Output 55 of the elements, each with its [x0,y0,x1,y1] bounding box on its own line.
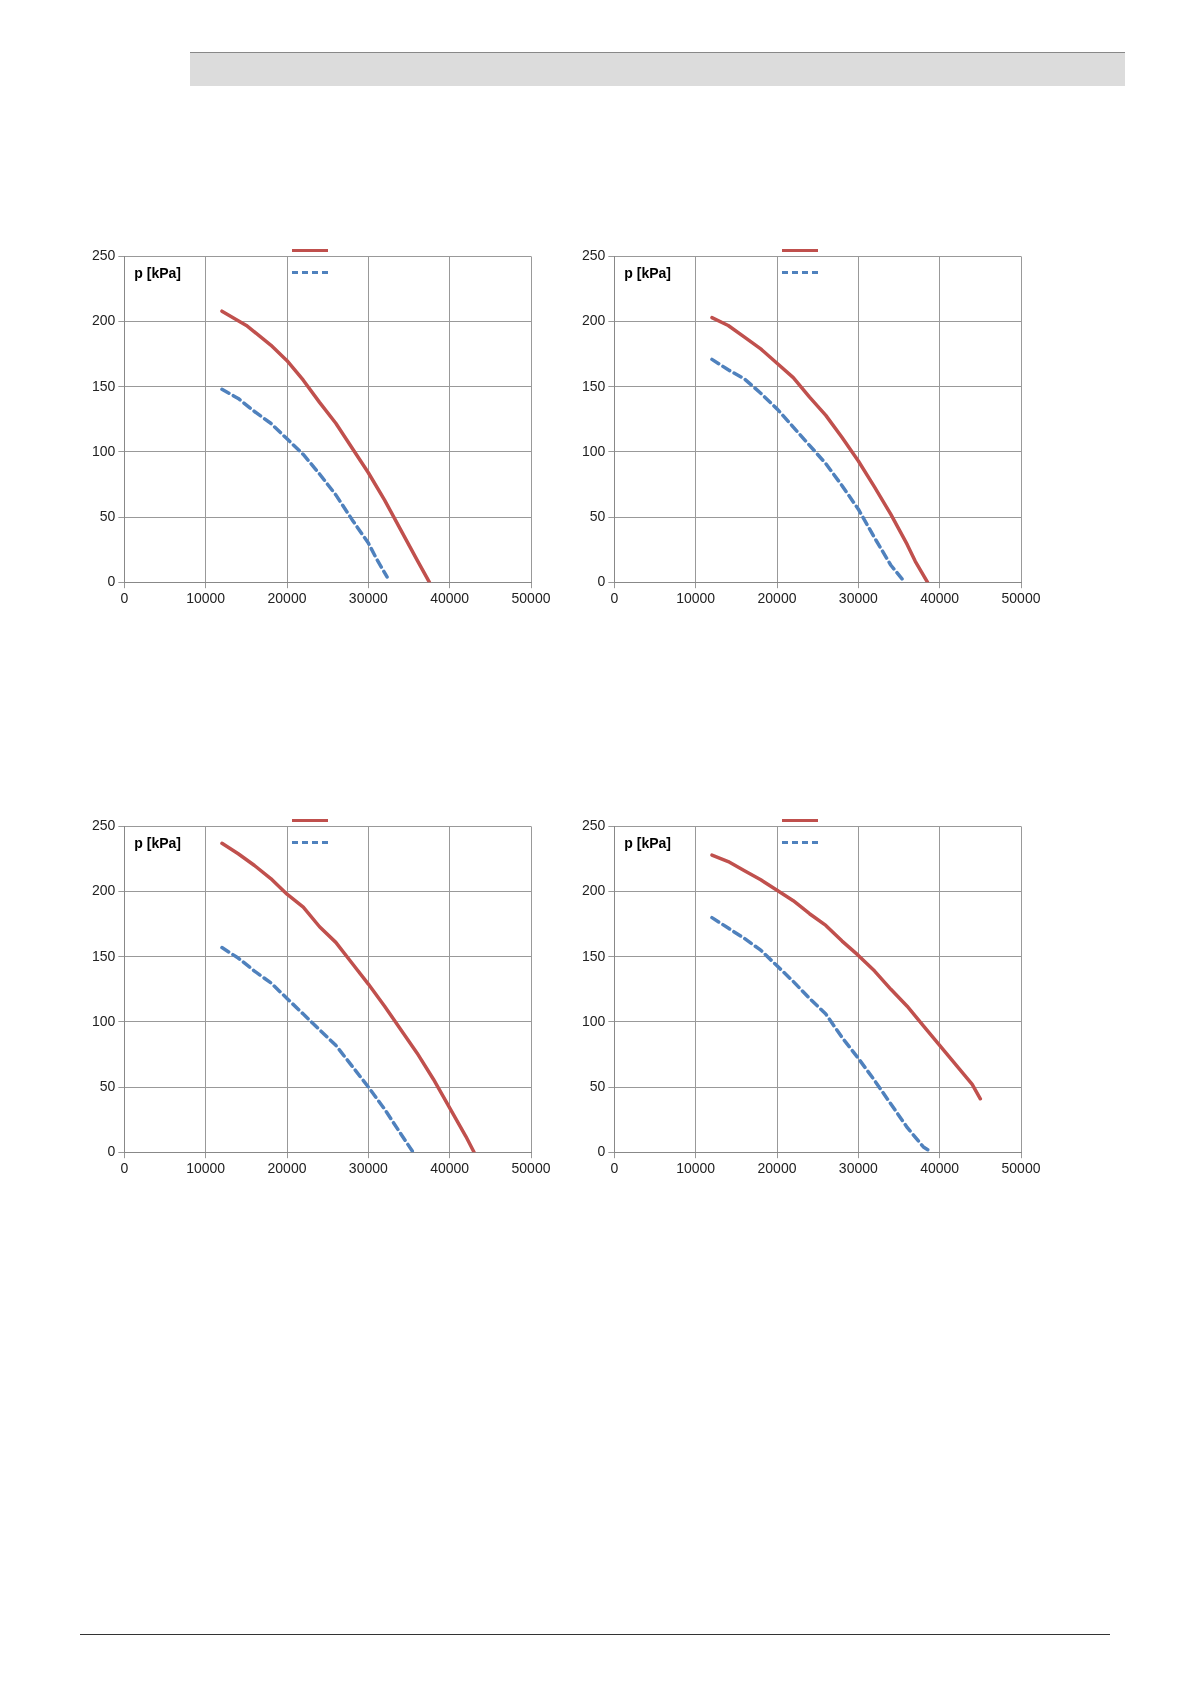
y-tick-label: 50 [99,1077,116,1094]
line-series [220,387,389,579]
y-tick-label: 250 [92,247,116,264]
x-tick-label: 30000 [838,1160,879,1177]
y-tick-label: 250 [582,247,606,264]
y-axis-title: p [kPa] [624,835,672,852]
x-tick-label: 10000 [186,590,226,607]
x-tick-label: 0 [120,590,129,607]
x-tick-label: 20000 [757,1160,797,1177]
y-tick-label: 100 [92,442,116,459]
x-tick-label: 40000 [920,1160,960,1177]
y-tick-label: 250 [582,817,606,834]
x-tick-label: 20000 [267,590,307,607]
x-tick-label: 10000 [676,1160,716,1177]
x-tick-label: 20000 [267,1160,307,1177]
x-tick-label: 30000 [348,1160,389,1177]
y-tick-label: 150 [92,377,116,394]
x-tick-label: 50000 [1001,1160,1041,1177]
y-tick-label: 50 [589,507,606,524]
x-tick-label: 50000 [1001,590,1041,607]
y-tick-label: 200 [92,312,116,329]
y-tick-label: 0 [107,573,116,590]
y-axis-title: p [kPa] [624,265,672,282]
y-tick-label: 150 [92,947,116,964]
x-tick-label: 0 [120,1160,129,1177]
y-axis-title: p [kPa] [134,835,182,852]
y-tick-label: 100 [582,1012,606,1029]
x-tick-label: 20000 [757,590,797,607]
y-tick-label: 0 [597,1143,606,1160]
line-series [220,945,415,1153]
x-tick-label: 50000 [511,590,551,607]
line-series [710,357,907,583]
x-tick-label: 40000 [430,1160,470,1177]
x-tick-label: 30000 [348,590,389,607]
y-tick-label: 250 [92,817,116,834]
y-tick-label: 100 [92,1012,116,1029]
y-tick-label: 100 [582,442,606,459]
x-tick-label: 40000 [920,590,960,607]
y-tick-label: 0 [107,1143,116,1160]
y-tick-label: 200 [582,312,606,329]
y-tick-label: 50 [589,1077,606,1094]
x-tick-label: 0 [610,1160,619,1177]
y-tick-label: 200 [92,882,116,899]
y-tick-label: 150 [582,377,606,394]
x-tick-label: 10000 [186,1160,226,1177]
y-tick-label: 200 [582,882,606,899]
y-axis-title: p [kPa] [134,265,182,282]
x-tick-label: 10000 [676,590,716,607]
x-tick-label: 50000 [511,1160,551,1177]
y-tick-label: 150 [582,947,606,964]
x-tick-label: 30000 [838,590,879,607]
x-tick-label: 0 [610,590,619,607]
y-tick-label: 50 [99,507,116,524]
x-tick-label: 40000 [430,590,470,607]
y-tick-label: 0 [597,573,606,590]
